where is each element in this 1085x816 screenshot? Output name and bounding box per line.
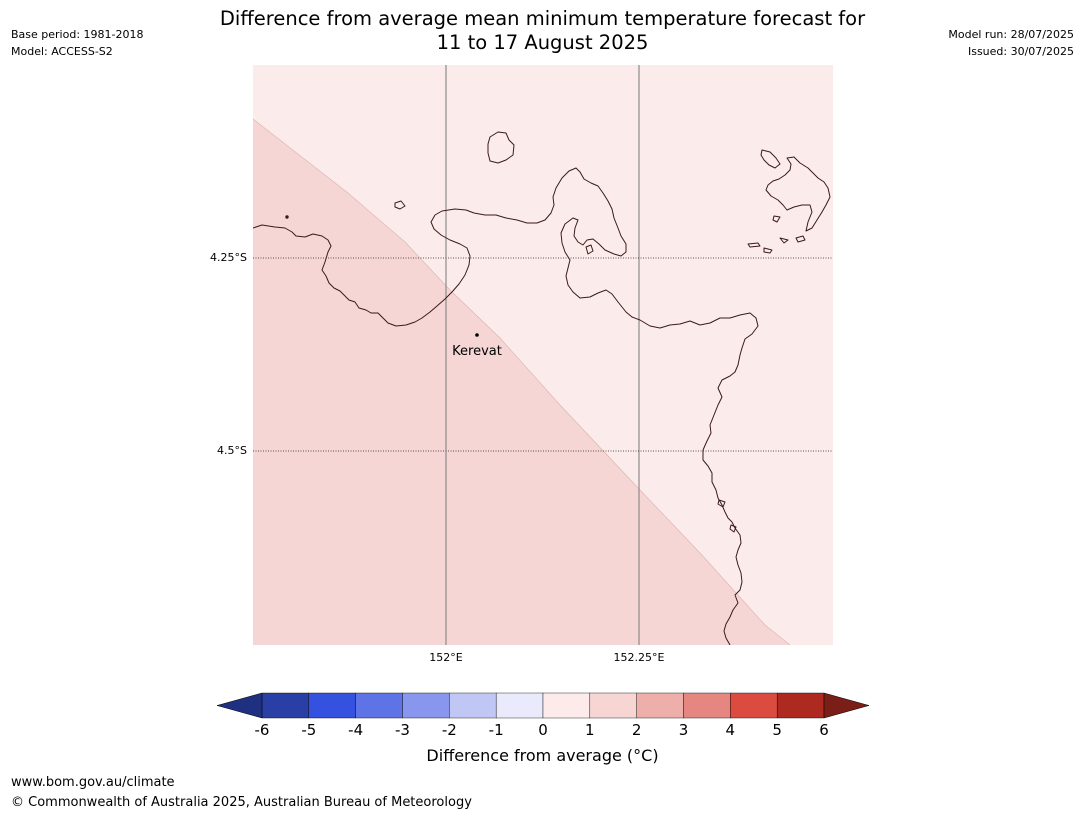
header-right: Model run: 28/07/2025 Issued: 30/07/2025 — [948, 26, 1074, 60]
map-title: Difference from average mean minimum tem… — [160, 7, 925, 55]
colorbar-tick-label: -4 — [348, 721, 363, 739]
model-text: Model: ACCESS-S2 — [11, 45, 113, 58]
colorbar-tick-label: -5 — [301, 721, 316, 739]
coastline-island-east-4 — [747, 242, 761, 248]
colorbar-label: Difference from average (°C) — [426, 746, 659, 765]
colorbar-segment — [495, 692, 544, 719]
colorbar-segment — [730, 692, 778, 719]
colorbar-segment — [542, 692, 591, 719]
colorbar-ticks: -6 -5 -4 -3 -2 -1 0 1 2 3 4 5 6 — [255, 721, 829, 739]
colorbar-segment — [589, 692, 637, 719]
colorbar-tick-label: -1 — [489, 721, 504, 739]
coastline-island-1 — [487, 131, 515, 164]
footer-copyright: © Commonwealth of Australia 2025, Austra… — [11, 795, 472, 810]
colorbar-segment — [683, 692, 731, 719]
coastline-mainland — [253, 167, 759, 645]
colorbar-segments — [261, 692, 825, 719]
colorbar-segment — [308, 692, 356, 719]
coastline-island-east-3 — [772, 215, 781, 223]
lon-label-152: 152°E — [429, 651, 462, 664]
colorbar-segment — [449, 692, 497, 719]
colorbar-tick-label: -6 — [255, 721, 270, 739]
colorbar-segment — [402, 692, 450, 719]
coastline-island-small-1 — [585, 244, 594, 255]
colorbar-segment — [261, 692, 310, 719]
lat-label-4-5: 4.5°S — [217, 444, 247, 457]
zone-boundary — [253, 118, 791, 645]
coastline-island-east — [760, 149, 781, 169]
colorbar-tick-label: 4 — [726, 721, 736, 739]
coastline-island-east-7 — [795, 235, 806, 243]
model-run-text: Model run: 28/07/2025 — [948, 28, 1074, 41]
colorbar-tick-label: 2 — [632, 721, 642, 739]
lat-label-4-25: 4.25°S — [210, 251, 247, 264]
colorbar-tick-label: -3 — [395, 721, 410, 739]
colorbar-tick-label: 5 — [772, 721, 782, 739]
coastline-island-2 — [394, 200, 406, 210]
coastline-island-small-3 — [729, 524, 737, 533]
colorbar-under-arrow — [216, 692, 263, 719]
lon-label-152-25: 152.25°E — [614, 651, 665, 664]
colorbar-tick-label: 1 — [585, 721, 595, 739]
header-left: Base period: 1981-2018 Model: ACCESS-S2 — [11, 26, 143, 60]
kerevat-marker — [475, 333, 479, 337]
colorbar-tick-label: -2 — [442, 721, 457, 739]
kerevat-label: Kerevat — [452, 344, 502, 359]
issued-text: Issued: 30/07/2025 — [967, 45, 1074, 58]
coastline-island-east-5 — [763, 247, 773, 254]
coastline-islet — [285, 215, 289, 219]
colorbar-segment — [636, 692, 684, 719]
anomaly-zone-low — [253, 119, 790, 645]
colorbar: -6 -5 -4 -3 -2 -1 0 1 2 3 4 5 6 — [216, 692, 870, 739]
coastline — [253, 131, 831, 645]
footer-url[interactable]: www.bom.gov.au/climate — [11, 775, 175, 790]
colorbar-tick-label: 0 — [538, 721, 548, 739]
coastline-island-east-2 — [765, 156, 831, 232]
title-line-2: 11 to 17 August 2025 — [436, 31, 649, 54]
colorbar-segment — [355, 692, 403, 719]
forecast-map: Kerevat 4.25°S 4.5°S 152°E 152.25°E — [210, 65, 833, 664]
coastline-island-small-2 — [717, 499, 726, 508]
colorbar-over-arrow — [823, 692, 870, 719]
coastline-island-east-6 — [779, 237, 789, 244]
base-period-text: Base period: 1981-2018 — [11, 28, 144, 41]
colorbar-segment — [776, 692, 825, 719]
colorbar-tick-label: 6 — [819, 721, 829, 739]
title-line-1: Difference from average mean minimum tem… — [219, 7, 866, 30]
colorbar-tick-label: 3 — [679, 721, 689, 739]
